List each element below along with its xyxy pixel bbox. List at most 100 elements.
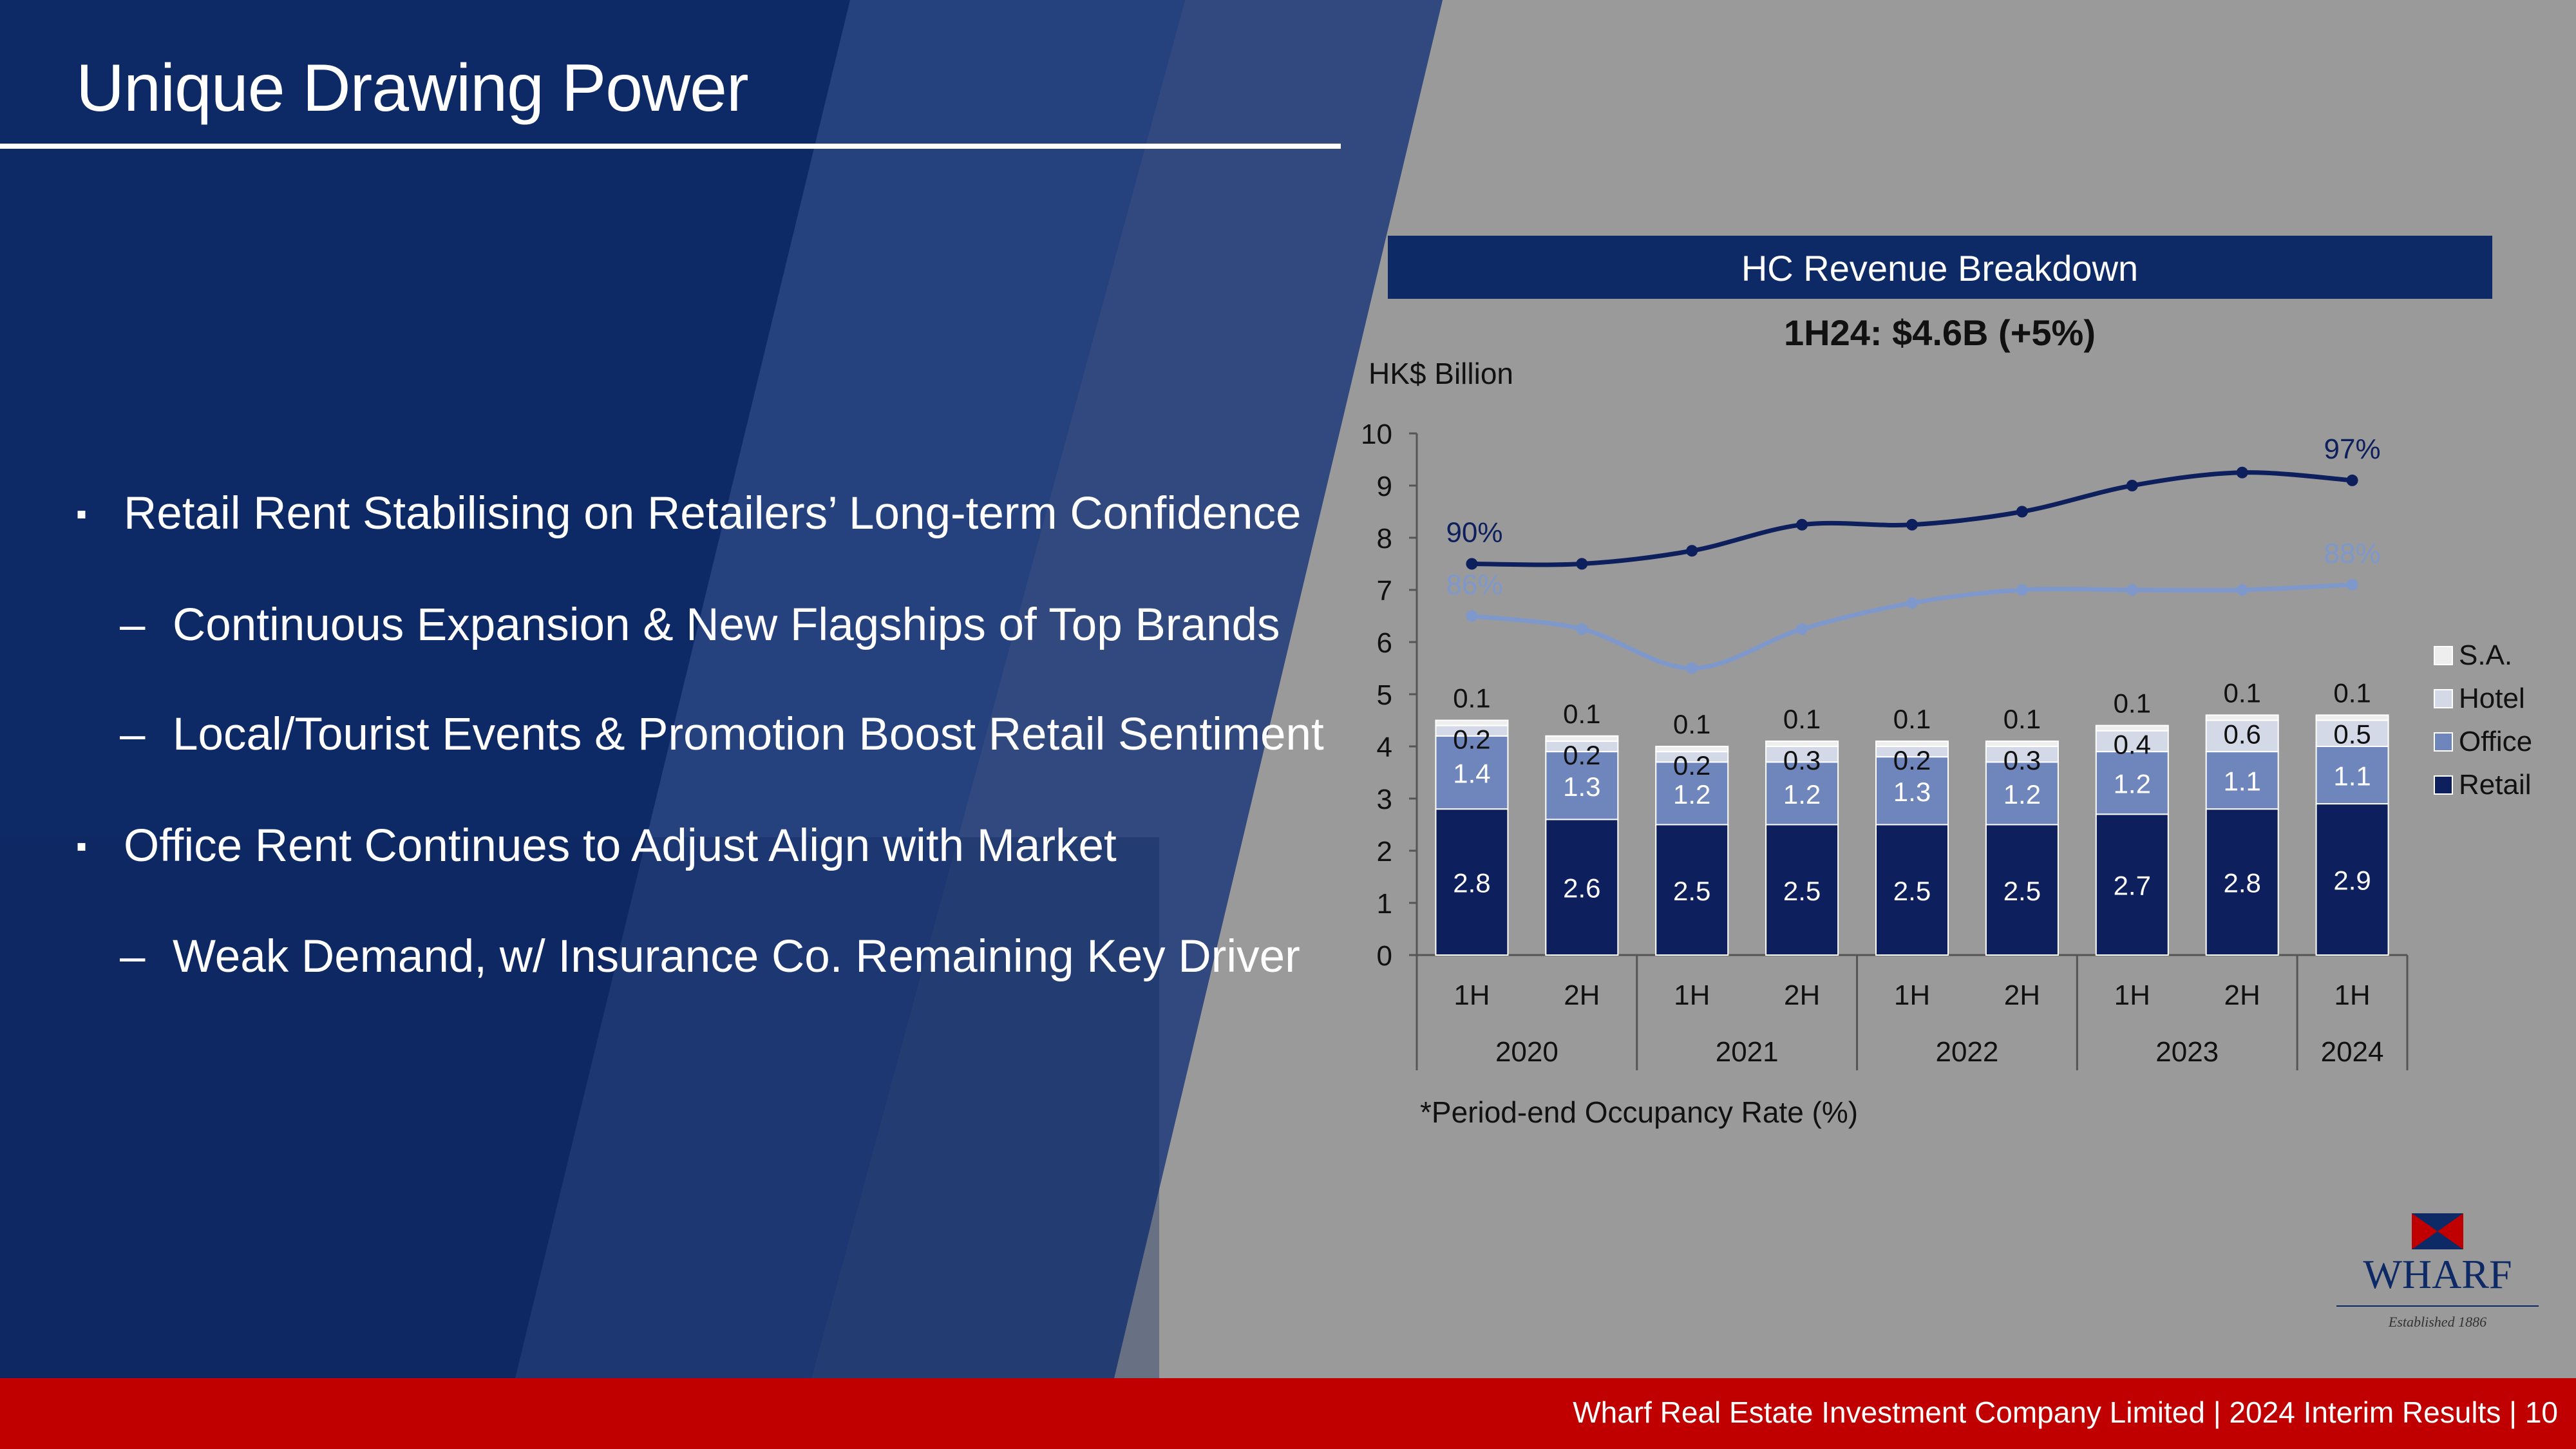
legend-label: Hotel <box>2459 683 2525 714</box>
bar-segment-retail <box>1545 819 1619 956</box>
bar-segment-office <box>1765 761 1839 826</box>
y-tick-label: 10 <box>1361 419 1392 450</box>
bar-segment-retail <box>1765 824 1839 956</box>
legend-swatch <box>2434 646 2453 665</box>
footer-text: Wharf Real Estate Investment Company Lim… <box>1573 1396 2558 1429</box>
data-label: 0.5 <box>2333 719 2371 750</box>
year-group-label: 2023 <box>2155 1036 2219 1068</box>
chart-subtitle: 1H24: $4.6B (+5%) <box>1784 312 2096 353</box>
x-tick-label: 2H <box>2224 980 2260 1011</box>
data-label: 0.2 <box>1673 750 1710 781</box>
occupancy-point <box>2346 578 2358 591</box>
bullet-3: – Local/Tourist Events & Promotion Boost… <box>120 708 1324 761</box>
occupancy-point <box>2016 506 2028 518</box>
occupancy-point <box>1796 623 1808 635</box>
data-label: 2.5 <box>1893 876 1931 906</box>
occupancy-start-label: 86% <box>1446 569 1502 601</box>
y-axis-label: HK$ Billion <box>1368 357 1513 390</box>
y-tick-label: 8 <box>1377 523 1392 554</box>
footer-bar: Wharf Real Estate Investment Company Lim… <box>0 1378 2576 1449</box>
legend-swatch <box>2434 775 2453 795</box>
year-group-label: 2020 <box>1495 1036 1558 1068</box>
y-tick-label: 9 <box>1377 471 1392 502</box>
bullet-marker: – <box>120 600 146 650</box>
data-label: 2.9 <box>2333 866 2371 896</box>
bullet-5: – Weak Demand, w/ Insurance Co. Remainin… <box>120 931 1300 983</box>
chart-panel-title: HC Revenue Breakdown <box>1741 248 2138 289</box>
data-label: 0.4 <box>2114 730 2151 760</box>
occupancy-line-1 <box>1472 470 2353 567</box>
data-label: 0.1 <box>2223 677 2260 708</box>
data-label: 0.1 <box>1563 699 1600 729</box>
x-tick-label: 2H <box>1564 980 1600 1011</box>
data-label: 2.6 <box>1563 873 1600 904</box>
logo-wordmark: WHARF <box>2363 1251 2512 1297</box>
data-label: 0.1 <box>2003 704 2041 734</box>
year-group-label: 2024 <box>2321 1036 2384 1068</box>
y-tick-label: 4 <box>1377 732 1392 763</box>
occupancy-point <box>2346 474 2358 486</box>
data-label: 1.2 <box>1673 779 1710 810</box>
data-label: 0.3 <box>1783 745 1821 775</box>
data-label: 2.5 <box>1673 876 1710 906</box>
x-tick-label: 1H <box>2114 980 2150 1011</box>
bullet-marker: – <box>120 709 146 760</box>
bullet-1: ▪ Retail Rent Stabilising on Retailers’ … <box>76 488 1302 540</box>
data-label: 0.2 <box>1563 740 1600 770</box>
bar-segment-retail <box>2205 808 2279 956</box>
bar-segment-sa <box>1655 746 1729 753</box>
occupancy-point <box>2016 584 2028 596</box>
bar-segment-sa <box>1985 740 2059 748</box>
data-label: 0.1 <box>1783 704 1821 734</box>
occupancy-point <box>1576 558 1588 570</box>
data-label: 2.5 <box>1783 876 1821 906</box>
x-tick-label: 1H <box>1454 980 1490 1011</box>
bullet-text: Weak Demand, w/ Insurance Co. Remaining … <box>173 931 1300 982</box>
occupancy-point <box>2126 480 2138 491</box>
occupancy-point <box>1796 518 1808 531</box>
bullet-4: ▪ Office Rent Continues to Adjust Align … <box>76 820 1117 872</box>
data-label: 1.1 <box>2333 761 2371 791</box>
bullet-marker: ▪ <box>76 497 88 531</box>
occupancy-point <box>1906 518 1918 531</box>
data-label: 0.3 <box>2003 745 2041 775</box>
bar-segment-office <box>2205 751 2279 810</box>
bar-segment-sa <box>1435 719 1509 726</box>
occupancy-end-label: 88% <box>2324 538 2381 569</box>
bar-segment-hotel <box>1765 746 1839 763</box>
occupancy-point <box>2236 584 2248 596</box>
bullet-text: Office Rent Continues to Adjust Align wi… <box>124 820 1117 871</box>
bullet-text: Continuous Expansion & New Flagships of … <box>173 600 1280 650</box>
bullet-marker: – <box>120 931 146 982</box>
x-tick-label: 2H <box>2004 980 2040 1011</box>
legend-label: S.A. <box>2459 639 2512 671</box>
data-label: 0.1 <box>1673 709 1710 739</box>
x-tick-label: 1H <box>1894 980 1930 1011</box>
bar-segment-office <box>1875 756 1949 826</box>
data-label: 2.5 <box>2003 876 2041 906</box>
data-label: 1.3 <box>1563 772 1600 802</box>
occupancy-point <box>2126 584 2138 596</box>
wharf-logo: WHARF Established 1886 <box>2336 1213 2539 1330</box>
data-label: 0.1 <box>2333 677 2371 708</box>
data-label: 2.8 <box>1453 868 1490 898</box>
bar-segment-sa <box>1765 740 1839 748</box>
data-label: 1.1 <box>2223 766 2260 797</box>
x-tick-label: 1H <box>2334 980 2370 1011</box>
occupancy-end-label: 97% <box>2324 433 2381 465</box>
data-label: 0.1 <box>1453 683 1490 714</box>
data-label: 1.4 <box>1453 759 1490 789</box>
bar-segment-retail <box>1985 824 2059 956</box>
chart-footnote: *Period-end Occupancy Rate (%) <box>1420 1095 1858 1129</box>
data-label: 0.6 <box>2223 719 2260 750</box>
y-tick-label: 6 <box>1377 627 1392 659</box>
x-tick-label: 2H <box>1784 980 1820 1011</box>
chart-panel-title-bar <box>1388 236 2492 299</box>
bar-segment-sa <box>2095 724 2169 732</box>
y-tick-label: 5 <box>1377 679 1392 711</box>
bar-segment-retail <box>2095 813 2169 956</box>
bar-segment-office <box>1985 761 2059 826</box>
y-tick-label: 1 <box>1377 888 1392 920</box>
legend-swatch <box>2434 689 2453 708</box>
